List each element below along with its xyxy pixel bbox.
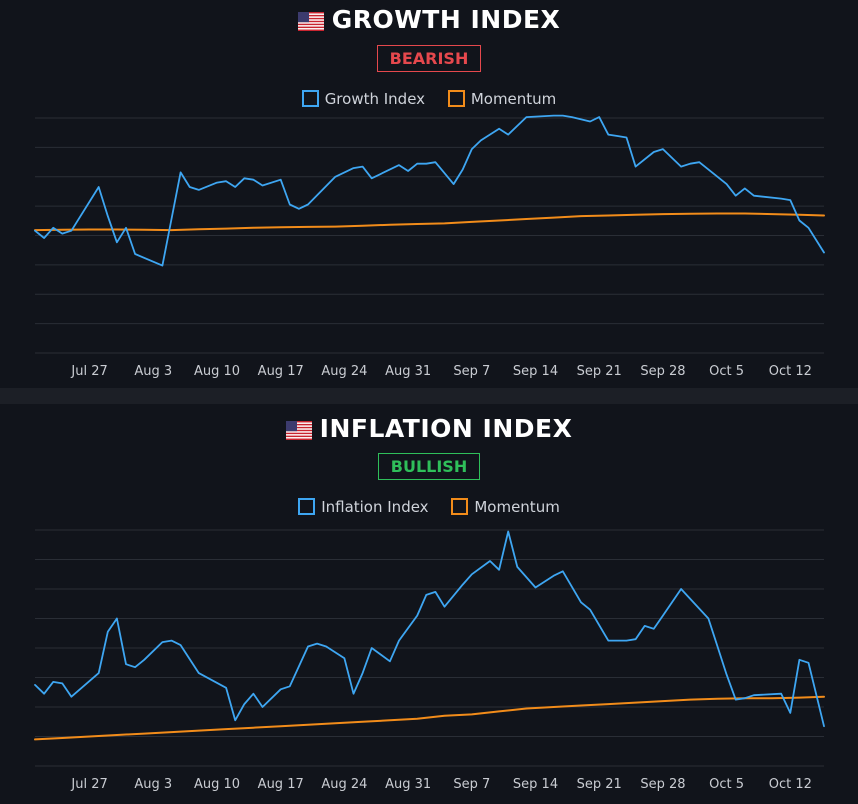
inflation-title-text: INFLATION INDEX (319, 414, 573, 443)
growth-x-tick-label: Sep 28 (640, 364, 685, 379)
growth-badge-wrap: BEARISH (0, 45, 858, 72)
legend-item-momentum[interactable]: Momentum (451, 498, 560, 516)
growth-x-tick-label: Aug 24 (321, 364, 367, 379)
growth-legend: Growth Index Momentum (0, 90, 858, 108)
growth-x-tick-label: Sep 14 (513, 364, 558, 379)
legend-label-momentum: Momentum (470, 90, 557, 108)
inflation-x-tick-label: Oct 5 (709, 777, 744, 792)
growth-chart-title: GROWTH INDEX (0, 5, 858, 37)
legend-item-inflation-index[interactable]: Inflation Index (298, 498, 429, 516)
inflation-chart-title: INFLATION INDEX (0, 414, 858, 446)
legend-item-growth-index[interactable]: Growth Index (301, 90, 426, 108)
us-flag-icon (285, 417, 312, 446)
legend-item-momentum[interactable]: Momentum (447, 90, 557, 108)
growth-x-tick-label: Jul 27 (70, 364, 107, 379)
inflation-x-tick-label: Jul 27 (70, 777, 107, 792)
legend-label-growth-index: Growth Index (324, 90, 426, 108)
inflation-badge-wrap: BULLISH (0, 453, 858, 480)
inflation-x-tick-label: Aug 31 (385, 777, 431, 792)
inflation-x-tick-label: Sep 14 (513, 777, 558, 792)
growth-series-line-growth-index (34, 114, 825, 267)
inflation-x-tick-label: Aug 10 (194, 777, 240, 792)
inflation-series-line-momentum (34, 695, 825, 741)
inflation-index-panel: INFLATION INDEX BULLISH Inflation Index … (0, 404, 858, 804)
inflation-x-tick-label: Sep 21 (577, 777, 622, 792)
growth-x-tick-label: Sep 21 (577, 364, 622, 379)
inflation-series-line-inflation-index (34, 530, 825, 728)
inflation-x-tick-label: Oct 12 (769, 777, 812, 792)
legend-label-momentum: Momentum (474, 498, 560, 516)
inflation-x-tick-label: Sep 7 (453, 777, 490, 792)
inflation-x-tick-label: Aug 17 (258, 777, 304, 792)
legend-swatch-momentum (451, 498, 469, 515)
us-flag-icon (297, 8, 324, 37)
growth-x-tick-label: Aug 31 (385, 364, 431, 379)
growth-title-text: GROWTH INDEX (331, 5, 561, 34)
legend-swatch-inflation-index (298, 498, 316, 515)
growth-x-tick-label: Oct 5 (709, 364, 744, 379)
legend-swatch-momentum (447, 90, 465, 107)
inflation-index-chart: Jul 27 Aug 3 Aug 10 Aug 17 Aug 24 Aug 31 Sep 7… (34, 529, 825, 792)
status-badge-bearish: BEARISH (376, 45, 482, 72)
status-badge-bullish: BULLISH (377, 453, 481, 480)
inflation-x-tick-label: Aug 3 (134, 777, 172, 792)
growth-series-line-momentum (34, 212, 825, 232)
legend-swatch-growth-index (301, 90, 319, 107)
inflation-x-tick-label: Aug 24 (321, 777, 367, 792)
growth-x-tick-label: Oct 12 (769, 364, 812, 379)
growth-index-chart: Jul 27 Aug 3 Aug 10 Aug 17 Aug 24 Aug 31 Sep 7… (34, 114, 825, 379)
growth-x-tick-label: Aug 10 (194, 364, 240, 379)
growth-index-panel: GROWTH INDEX BEARISH Growth Index Moment… (0, 0, 858, 388)
inflation-x-tick-label: Sep 28 (640, 777, 685, 792)
growth-x-tick-label: Sep 7 (453, 364, 490, 379)
growth-x-tick-label: Aug 3 (134, 364, 172, 379)
growth-x-tick-label: Aug 17 (258, 364, 304, 379)
inflation-legend: Inflation Index Momentum (0, 498, 858, 516)
legend-label-inflation-index: Inflation Index (321, 498, 429, 516)
